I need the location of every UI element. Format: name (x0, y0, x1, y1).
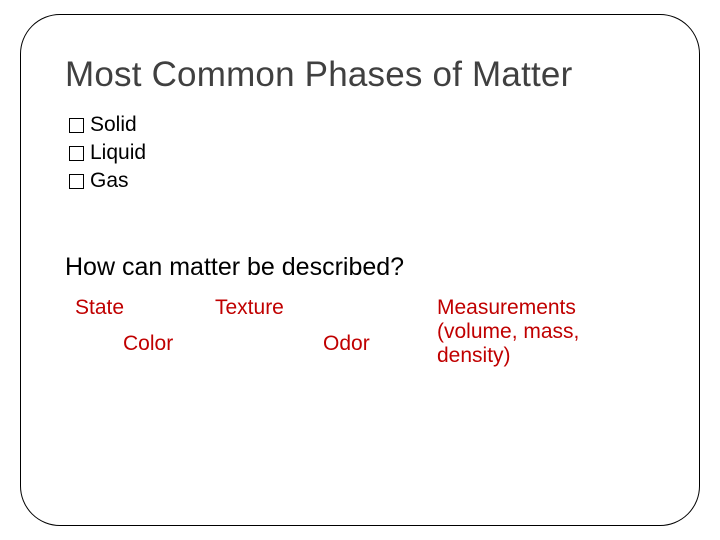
descriptor-texture: Texture (215, 296, 284, 320)
bullet-item-liquid: Liquid (69, 141, 663, 165)
descriptor-measurements: Measurements (volume, mass, density) (437, 296, 637, 368)
bullet-label: Liquid (90, 141, 146, 165)
square-bullet-icon (69, 174, 84, 189)
slide-title: Most Common Phases of Matter (65, 55, 663, 95)
descriptor-color: Color (123, 332, 173, 356)
bullet-item-solid: Solid (69, 113, 663, 137)
slide-frame: Most Common Phases of Matter Solid Liqui… (20, 14, 700, 526)
descriptor-area: State Texture Color Odor Measurements (v… (65, 296, 663, 406)
bullet-label: Solid (90, 113, 137, 137)
square-bullet-icon (69, 146, 84, 161)
bullet-list: Solid Liquid Gas (69, 113, 663, 193)
descriptor-state: State (75, 296, 124, 320)
bullet-item-gas: Gas (69, 169, 663, 193)
square-bullet-icon (69, 118, 84, 133)
slide-subtitle: How can matter be described? (65, 253, 663, 282)
descriptor-odor: Odor (323, 332, 370, 356)
bullet-label: Gas (90, 169, 129, 193)
